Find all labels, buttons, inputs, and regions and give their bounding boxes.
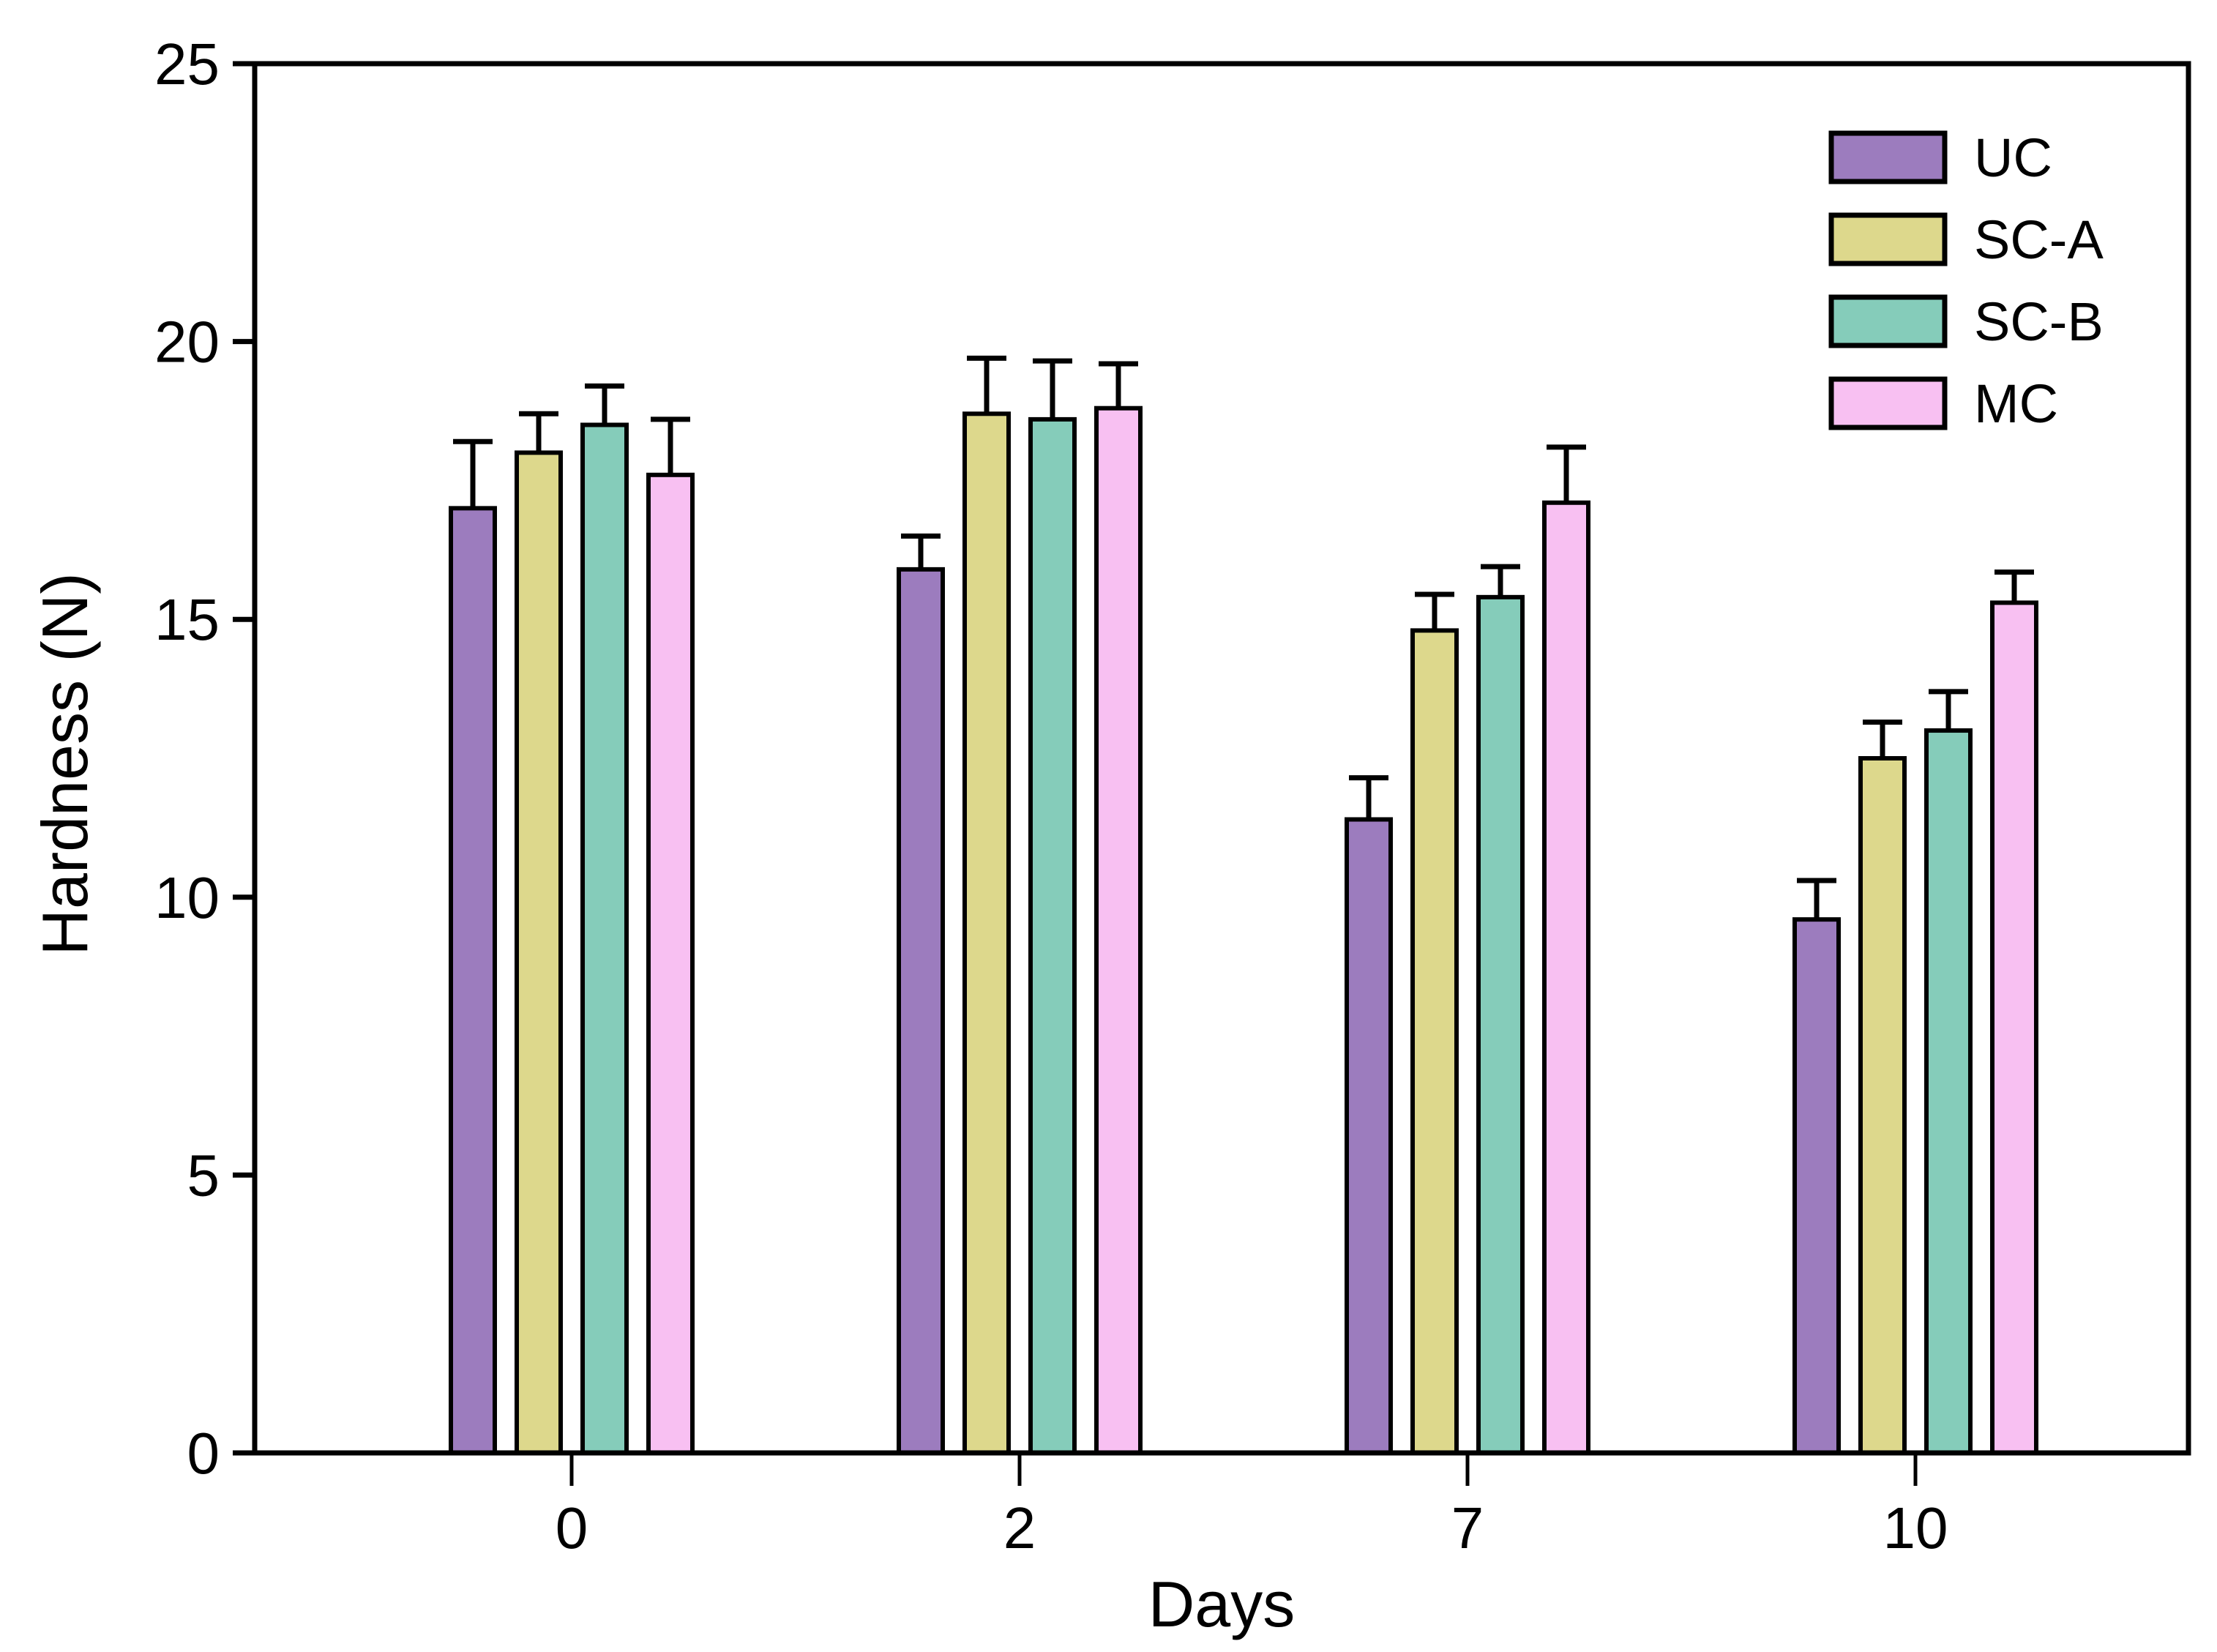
bar-SC-B-day10	[1924, 728, 1973, 1455]
legend-swatch-SC-B	[1828, 294, 1948, 348]
plot-frame	[252, 61, 2191, 1456]
legend-label-UC: UC	[1974, 127, 2052, 188]
x-tick-label-7: 7	[1451, 1495, 1484, 1561]
x-tick-label-10: 10	[1883, 1495, 1948, 1561]
y-tick-label-25: 25	[154, 31, 220, 97]
y-tick-label-0: 0	[187, 1421, 220, 1486]
legend-label-MC: MC	[1974, 373, 2058, 434]
bar-MC-day10	[1990, 600, 2038, 1456]
x-axis-title: Days	[1148, 1568, 1296, 1640]
bar-MC-day7	[1542, 500, 1590, 1456]
bar-MC-day0	[646, 472, 695, 1455]
bar-SC-A-day10	[1858, 756, 1907, 1455]
bar-SC-A-day7	[1410, 628, 1459, 1455]
legend-label-SC-A: SC-A	[1974, 209, 2104, 270]
x-tick-label-0: 0	[556, 1495, 588, 1561]
bar-SC-A-day0	[515, 450, 563, 1456]
bar-UC-day2	[897, 567, 945, 1456]
y-tick-label-15: 15	[154, 587, 220, 652]
bar-SC-B-day0	[580, 422, 629, 1455]
bar-SC-A-day2	[962, 411, 1011, 1455]
legend-label-SC-B: SC-B	[1974, 291, 2104, 352]
y-tick-label-10: 10	[154, 865, 220, 930]
legend-swatch-UC	[1828, 130, 1948, 184]
bar-UC-day0	[449, 506, 497, 1455]
bar-SC-B-day2	[1028, 416, 1077, 1456]
y-axis-title: Hardness (N)	[29, 572, 101, 955]
bar-UC-day7	[1345, 817, 1393, 1455]
y-tick-label-20: 20	[154, 310, 220, 375]
legend-swatch-MC	[1828, 376, 1948, 430]
bar-UC-day10	[1792, 917, 1841, 1455]
legend-swatch-SC-A	[1828, 212, 1948, 266]
bar-MC-day2	[1094, 405, 1143, 1455]
bar-SC-B-day7	[1476, 594, 1525, 1455]
x-tick-label-2: 2	[1003, 1495, 1036, 1561]
y-tick-label-5: 5	[187, 1143, 220, 1208]
